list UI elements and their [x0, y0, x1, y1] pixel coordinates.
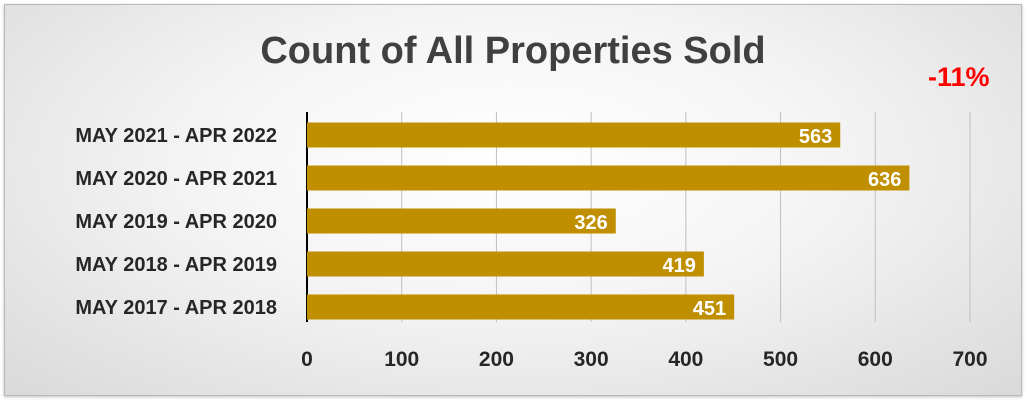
bar: [307, 294, 735, 320]
data-label: 451: [693, 298, 726, 320]
x-tick-label: 700: [952, 348, 987, 371]
category-labels: MAY 2021 - APR 2022 MAY 2020 - APR 2021 MA…: [75, 125, 277, 319]
chart-title: Count of All Properties Sold: [260, 30, 766, 72]
x-tick-label: 300: [574, 348, 609, 371]
data-labels: 563 636 326 419 451: [574, 126, 901, 320]
data-label: 326: [574, 212, 607, 234]
change-annotation: -11%: [928, 62, 990, 92]
category-label: MAY 2018 - APR 2019: [75, 254, 277, 276]
bar: [307, 208, 616, 234]
data-label: 419: [662, 255, 695, 277]
category-label: MAY 2017 - APR 2018: [75, 297, 277, 319]
bars: [307, 122, 910, 320]
bar: [307, 122, 841, 148]
chart-frame: [4, 4, 1022, 396]
x-tick-label: 100: [384, 348, 419, 371]
x-tick-label: 400: [668, 348, 703, 371]
x-tick-label: 600: [858, 348, 893, 371]
category-label: MAY 2021 - APR 2022: [75, 125, 277, 147]
x-tick-label: 0: [301, 348, 313, 371]
x-tick-label: 500: [763, 348, 798, 371]
bar: [307, 251, 704, 277]
data-label: 636: [868, 169, 901, 191]
bar: [307, 165, 910, 191]
category-label: MAY 2019 - APR 2020: [75, 211, 277, 233]
x-tick-labels: 0 100 200 300 400 500 600 700: [301, 348, 987, 371]
x-tick-label: 200: [479, 348, 514, 371]
data-label: 563: [799, 126, 832, 148]
category-label: MAY 2020 - APR 2021: [75, 168, 277, 190]
